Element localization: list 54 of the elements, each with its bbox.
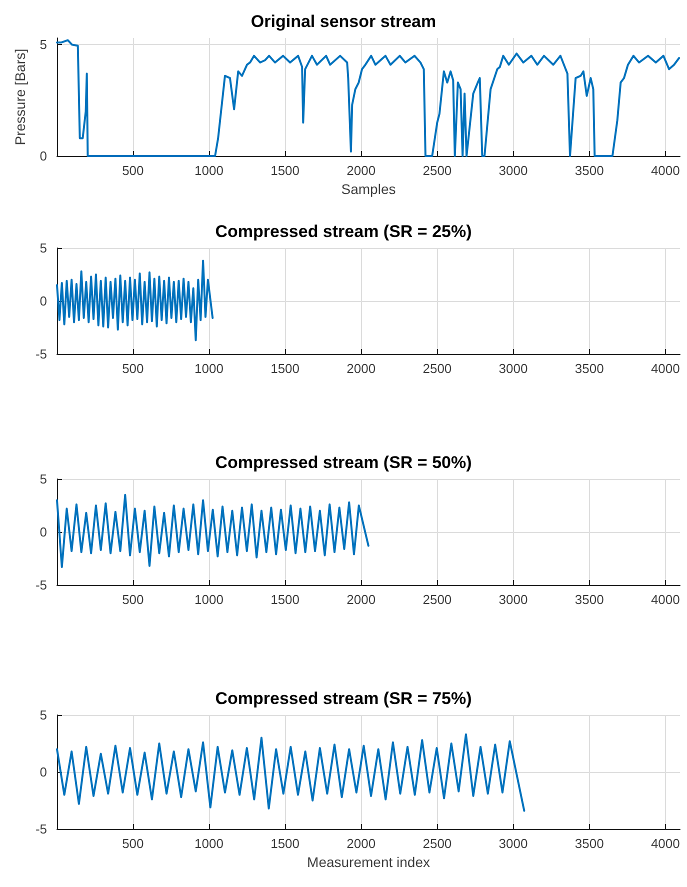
x-tick-label: 4000: [650, 836, 680, 851]
y-tick-label: 5: [40, 472, 47, 486]
y-tick-label: -5: [35, 822, 47, 836]
x-tick-label: 1000: [194, 163, 224, 178]
x-tick-label: 3500: [574, 592, 604, 607]
y-tick-label: 0: [40, 524, 47, 540]
x-tick-label: 2500: [422, 163, 452, 178]
chart-title: Compressed stream (SR = 25%): [215, 222, 472, 241]
y-tick-label: -5: [35, 346, 47, 362]
line-series: [56, 260, 214, 342]
x-tick-label: 3000: [498, 361, 528, 376]
chart-title: Compressed stream (SR = 75%): [215, 689, 472, 708]
x-tick-label: 1000: [194, 592, 224, 607]
y-tick-label: 5: [40, 708, 47, 722]
x-tick-label: 1500: [270, 163, 300, 178]
x-tick-label: 2000: [346, 592, 376, 607]
x-tick-label: 500: [122, 592, 144, 607]
x-tick-label: 3000: [498, 836, 528, 851]
x-tick-label: 2000: [346, 163, 376, 178]
x-tick-label: 3500: [574, 836, 604, 851]
x-axis-title: Samples: [341, 180, 396, 197]
x-tick-label: 500: [122, 361, 144, 376]
x-tick-label: 3000: [498, 592, 528, 607]
x-axis-title: Measurement index: [307, 854, 430, 870]
line-series: [56, 494, 370, 568]
y-axis-title: Pressure [Bars]: [12, 48, 28, 146]
x-tick-label: 2000: [346, 361, 376, 376]
line-series: [56, 39, 680, 157]
x-tick-label: 3500: [574, 163, 604, 178]
x-tick-label: 1500: [270, 836, 300, 851]
x-tick-label: 1000: [194, 836, 224, 851]
y-tick-label: 5: [40, 240, 47, 256]
x-tick-label: 3000: [498, 163, 528, 178]
x-tick-label: 500: [122, 163, 144, 178]
y-tick-label: -5: [35, 578, 47, 592]
x-tick-label: 2500: [422, 361, 452, 376]
y-tick-label: 0: [40, 148, 47, 164]
x-tick-label: 2500: [422, 592, 452, 607]
y-tick-label: 0: [40, 294, 47, 308]
x-tick-label: 500: [122, 836, 144, 851]
x-tick-label: 3500: [574, 361, 604, 376]
x-tick-label: 1500: [270, 592, 300, 607]
y-tick-label: 5: [40, 37, 47, 52]
y-tick-label: 0: [40, 764, 47, 780]
x-tick-label: 2500: [422, 836, 452, 851]
x-tick-label: 4000: [650, 361, 680, 376]
x-tick-label: 2000: [346, 836, 376, 851]
chart-title: Compressed stream (SR = 50%): [215, 453, 472, 472]
x-tick-label: 1000: [194, 361, 224, 376]
chart-title: Original sensor stream: [250, 12, 436, 31]
x-tick-label: 4000: [650, 163, 680, 178]
line-series: [56, 733, 526, 812]
x-tick-label: 1500: [270, 361, 300, 376]
x-tick-label: 4000: [650, 592, 680, 607]
